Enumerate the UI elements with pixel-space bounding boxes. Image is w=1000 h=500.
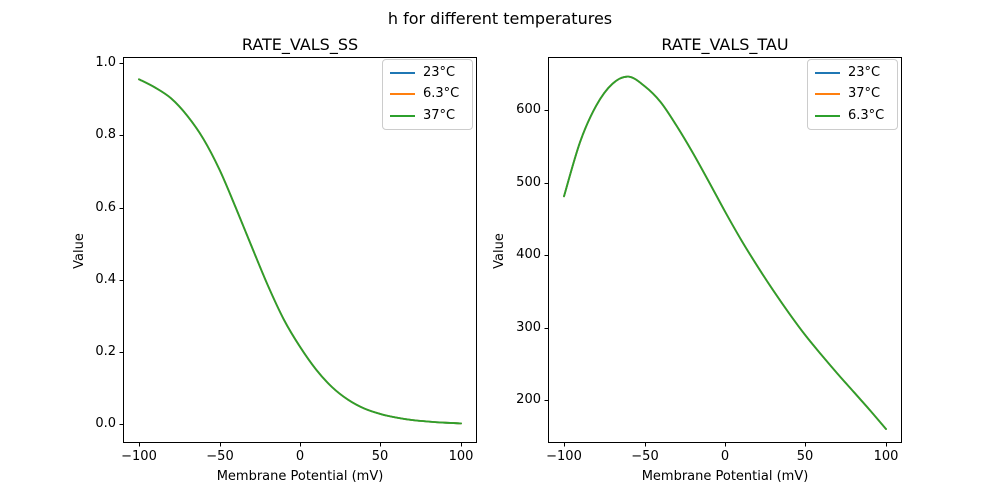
y-tick-label: 0.8 — [95, 127, 116, 142]
subplot-ss-title: RATE_VALS_SS — [241, 35, 359, 54]
legend-item: 23°C — [390, 62, 472, 83]
legend-item-label: 23°C — [423, 64, 456, 80]
legend-line-swatch — [815, 115, 840, 118]
x-tick-label: −50 — [206, 449, 234, 464]
legend-ss: 23°C 6.3°C 37°C — [382, 59, 473, 130]
legend-line-swatch — [390, 115, 415, 118]
series-line-23c — [138, 78, 462, 425]
x-tick-label: −100 — [546, 449, 582, 464]
x-tick-label: −50 — [631, 449, 659, 464]
figure-suptitle: h for different temperatures — [387, 9, 613, 28]
legend-item-label: 23°C — [848, 64, 881, 80]
x-tick-label: 0 — [295, 449, 305, 464]
legend-item-label: 37°C — [848, 86, 881, 102]
legend-line-swatch — [390, 71, 415, 74]
axes-spines — [123, 57, 477, 443]
y-tick-label: 600 — [516, 102, 541, 117]
legend-item: 6.3°C — [390, 84, 472, 105]
axes-spines — [548, 57, 902, 443]
legend-item-label: 37°C — [423, 108, 456, 124]
x-tick-label: −100 — [121, 449, 157, 464]
legend-line-swatch — [815, 93, 840, 96]
legend-item-label: 6.3°C — [848, 108, 885, 124]
legend-item: 37°C — [390, 106, 472, 127]
series-line-37c — [138, 78, 462, 425]
legend-item: 37°C — [815, 84, 897, 105]
subplot-tau-title: RATE_VALS_TAU — [661, 35, 789, 54]
subplot-ss-xlabel: Membrane Potential (mV) — [216, 469, 384, 484]
series-line-6.3c — [138, 78, 462, 425]
legend-tau: 23°C 37°C 6.3°C — [807, 59, 898, 130]
y-tick-label: 1.0 — [95, 55, 116, 70]
y-tick-label: 0.4 — [95, 272, 116, 287]
y-tick-label: 400 — [516, 247, 541, 262]
x-tick-label: 100 — [873, 449, 899, 464]
y-tick-label: 0.2 — [95, 344, 116, 359]
legend-item: 6.3°C — [815, 106, 897, 127]
legend-item: 23°C — [815, 62, 897, 83]
x-tick-label: 0 — [720, 449, 730, 464]
y-tick-label: 500 — [516, 175, 541, 190]
legend-item-label: 6.3°C — [423, 86, 460, 102]
legend-line-swatch — [815, 71, 840, 74]
legend-line-swatch — [390, 93, 415, 96]
y-tick-label: 0.6 — [95, 200, 116, 215]
y-tick-label: 200 — [516, 392, 541, 407]
y-tick-label: 0.0 — [95, 416, 116, 431]
y-tick-label: 300 — [516, 320, 541, 335]
x-tick-label: 50 — [796, 449, 814, 464]
x-tick-label: 50 — [371, 449, 389, 464]
subplot-tau-xlabel: Membrane Potential (mV) — [641, 469, 809, 484]
x-tick-label: 100 — [448, 449, 474, 464]
series-line-6.3c — [563, 75, 887, 430]
